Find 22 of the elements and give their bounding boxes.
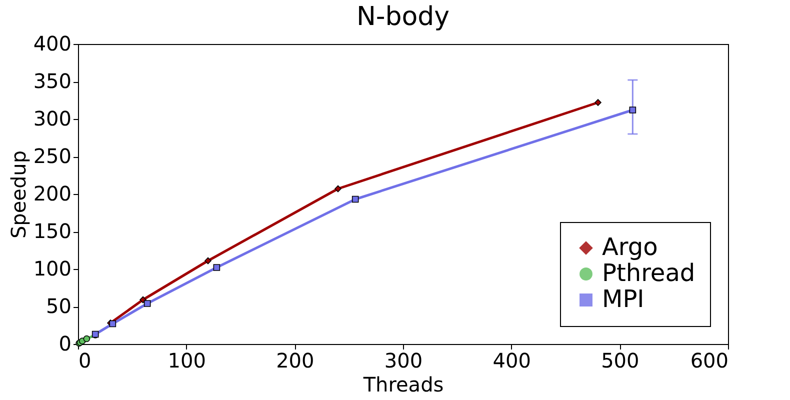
y-tick-label: 100: [33, 256, 72, 280]
x-axis-title: Threads: [362, 372, 444, 396]
y-tick-label: 250: [33, 144, 72, 168]
x-tick-label: 0: [78, 348, 92, 372]
x-tick-label: 500: [601, 348, 640, 372]
y-tick-label: 50: [46, 294, 72, 318]
y-tick-label: 0: [58, 332, 72, 356]
legend-label: Argo: [602, 233, 658, 261]
x-tick-label: 600: [690, 348, 728, 372]
x-tick-label: 300: [384, 348, 423, 372]
chart-title: N-body: [356, 2, 450, 32]
x-tick-label: 400: [492, 348, 531, 372]
y-tick-label: 350: [33, 69, 72, 93]
y-tick-label: 150: [33, 219, 72, 243]
legend-label: MPI: [602, 285, 644, 313]
y-tick-label: 200: [33, 182, 72, 206]
x-tick-label: 200: [276, 348, 314, 372]
x-tick-label: 100: [168, 348, 206, 372]
y-tick-label: 400: [33, 32, 72, 56]
legend-label: Pthread: [602, 259, 696, 287]
y-axis-title: Speedup: [6, 150, 30, 239]
y-tick-label: 300: [33, 106, 72, 130]
